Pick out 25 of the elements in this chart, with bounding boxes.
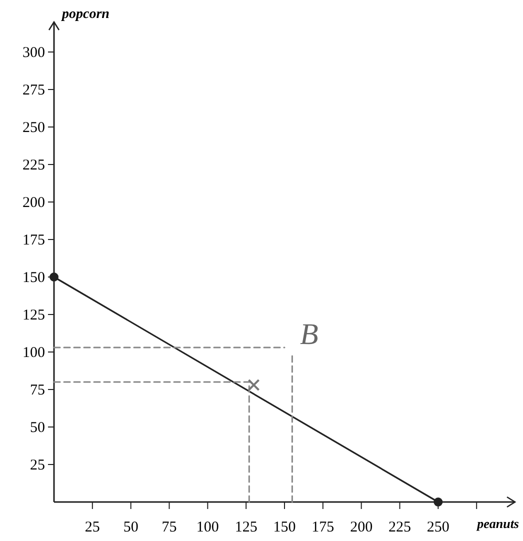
x-tick-label: 25 xyxy=(84,520,100,536)
annotation: B xyxy=(300,318,318,351)
y-tick-label: 250 xyxy=(22,120,45,136)
y-tick-label: 200 xyxy=(22,194,45,211)
x-tick-label: 75 xyxy=(162,520,177,536)
y-tick-label: 100 xyxy=(22,344,45,361)
x-tick-label: 50 xyxy=(123,520,138,536)
x-tick-label: 100 xyxy=(196,520,219,536)
y-tick-label: 175 xyxy=(22,232,45,248)
x-tick-label: 150 xyxy=(273,520,296,536)
y-tick-label: 50 xyxy=(30,420,45,436)
y-tick-label: 75 xyxy=(30,382,45,398)
x-axis-title: peanuts xyxy=(476,516,519,531)
x-tick-label: 225 xyxy=(388,520,411,536)
y-tick-label: 150 xyxy=(22,270,45,286)
x-tick-label: 125 xyxy=(234,520,258,536)
x-tick-label: 250 xyxy=(426,520,450,536)
y-tick-label: 275 xyxy=(22,82,45,98)
y-tick-label: 225 xyxy=(22,157,45,174)
x-tick-label: 175 xyxy=(312,520,334,536)
y-axis-title: popcorn xyxy=(61,7,110,22)
y-tick-label: 25 xyxy=(30,457,45,474)
y-tick-label: 125 xyxy=(22,307,45,324)
y-tick-label: 300 xyxy=(22,44,45,61)
x-tick-label: 200 xyxy=(350,520,373,536)
